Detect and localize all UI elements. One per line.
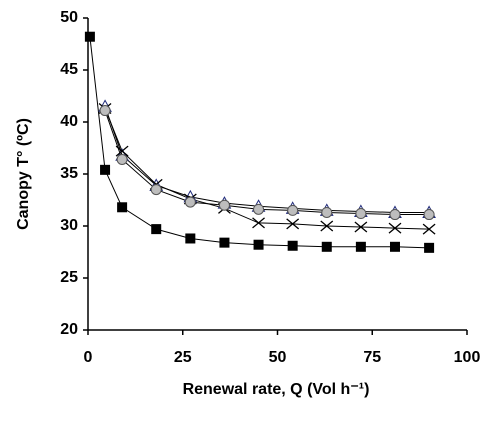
x-tick-label: 100 bbox=[454, 349, 481, 366]
marker bbox=[150, 184, 162, 196]
marker bbox=[424, 242, 435, 253]
marker bbox=[84, 31, 95, 42]
y-axis-label: Canopy T° (ºC) bbox=[15, 118, 32, 230]
y-tick-label: 50 bbox=[60, 9, 78, 26]
marker bbox=[151, 224, 162, 235]
marker bbox=[252, 217, 265, 229]
series-line bbox=[104, 108, 430, 230]
x-axis-label: Renewal rate, Q (Vol h⁻¹) bbox=[183, 381, 370, 398]
marker bbox=[253, 239, 264, 250]
marker bbox=[354, 221, 368, 233]
series-line bbox=[104, 106, 430, 213]
y-tick-label: 45 bbox=[60, 61, 78, 78]
marker bbox=[99, 105, 111, 117]
plot-area bbox=[89, 36, 430, 249]
marker bbox=[355, 241, 366, 252]
y-tick-label: 25 bbox=[60, 269, 78, 286]
y-tick-label: 40 bbox=[60, 113, 78, 130]
marker bbox=[100, 164, 111, 175]
x-tick-label: 75 bbox=[363, 349, 381, 366]
marker bbox=[219, 237, 230, 248]
marker bbox=[388, 222, 402, 234]
marker bbox=[185, 233, 196, 244]
marker bbox=[117, 202, 128, 213]
marker bbox=[320, 220, 334, 232]
y-tick-label: 20 bbox=[60, 321, 78, 338]
marker bbox=[321, 241, 332, 252]
marker bbox=[287, 240, 298, 251]
marker bbox=[253, 203, 265, 215]
marker bbox=[115, 145, 129, 157]
marker bbox=[321, 206, 333, 218]
marker bbox=[355, 208, 367, 220]
marker bbox=[389, 209, 401, 221]
y-tick-label: 35 bbox=[60, 165, 78, 182]
x-tick-label: 0 bbox=[84, 349, 93, 366]
marker bbox=[423, 209, 435, 221]
marker bbox=[422, 223, 436, 235]
marker bbox=[287, 204, 299, 216]
x-tick-label: 50 bbox=[269, 349, 287, 366]
y-tick-label: 30 bbox=[60, 217, 78, 234]
marker bbox=[218, 199, 230, 211]
series-line bbox=[89, 36, 430, 249]
marker bbox=[116, 153, 128, 165]
marker bbox=[184, 196, 196, 208]
series-line bbox=[104, 110, 430, 216]
marker bbox=[286, 218, 300, 230]
x-tick-label: 25 bbox=[174, 349, 192, 366]
marker bbox=[389, 241, 400, 252]
